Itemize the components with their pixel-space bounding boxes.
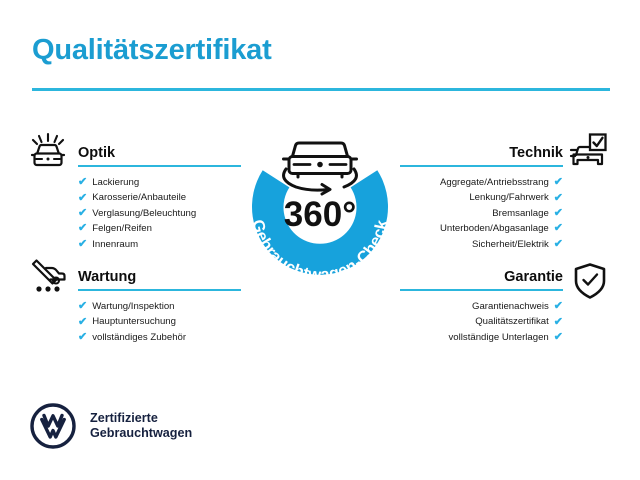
list-item: ✔ Wartung/Inspektion [78, 299, 241, 314]
list-item: Qualitätszertifikat ✔ [400, 314, 563, 329]
list-item: ✔ Innenraum [78, 237, 241, 252]
footer-line-2: Gebrauchtwagen [90, 426, 193, 440]
section-garantie-list: Garantienachweis ✔ Qualitätszertifikat ✔ v… [400, 299, 564, 345]
footer-text: Zertifizierte Gebrauchtwagen [90, 411, 192, 442]
car-rotate-360-icon [282, 141, 358, 196]
list-item-label: vollständige Unterlagen [448, 331, 549, 343]
list-item-label: Wartung/Inspektion [92, 301, 175, 312]
section-garantie-title: Garantie [504, 269, 563, 285]
list-item-label: Unterboden/Abgasanlage [439, 223, 549, 235]
list-item-label: Lenkung/Fahrwerk [469, 192, 549, 204]
badge-360-gebrauchtwagen-check: Gebrauchtwagen-Check 360° [228, 118, 412, 304]
check-icon: ✔ [78, 222, 88, 235]
section-optik-list: ✔ Lackierung ✔ Karosserie/Anbauteile ✔ Verg… [78, 175, 241, 252]
list-item: ✔ Felgen/Reifen [78, 221, 241, 236]
check-icon: ✔ [78, 315, 88, 328]
section-optik: Optik ✔ Lackierung ✔ Karosserie/Anbauteile… [78, 138, 241, 252]
check-icon: ✔ [553, 222, 563, 235]
check-icon: ✔ [553, 207, 563, 220]
list-item: Bremsanlage ✔ [400, 206, 563, 221]
check-icon: ✔ [78, 207, 88, 220]
check-icon: ✔ [553, 315, 563, 328]
list-item-label: Qualitätszertifikat [475, 316, 549, 328]
section-technik-list: Aggregate/Antriebsstrang ✔ Lenkung/Fahrwe… [400, 175, 563, 252]
section-garantie: Garantie Garantienachweis ✔ Qualitätszert… [400, 262, 563, 345]
vw-logo-icon [30, 403, 76, 449]
list-item: Lenkung/Fahrwerk ✔ [400, 190, 563, 205]
footer-brand: Zertifizierte Gebrauchtwagen [30, 403, 192, 449]
car-checkbox-icon [566, 129, 610, 173]
list-item-label: Bremsanlage [492, 207, 549, 219]
page-title: Qualitätszertifikat [32, 34, 272, 66]
list-item-label: Hauptuntersuchung [92, 316, 176, 328]
section-wartung-underline [78, 289, 241, 291]
check-icon: ✔ [78, 331, 88, 344]
section-wartung-title: Wartung [78, 269, 137, 285]
list-item-label: Innenraum [92, 238, 139, 250]
section-optik-underline [78, 165, 241, 167]
check-icon: ✔ [78, 191, 88, 204]
check-icon: ✔ [78, 237, 88, 250]
section-technik-title: Technik [509, 145, 563, 161]
section-optik-title: Optik [78, 145, 116, 161]
footer-line-1: Zertifizierte [90, 410, 158, 425]
list-item: ✔ vollständiges Zubehör [78, 330, 241, 345]
check-icon: ✔ [553, 176, 563, 189]
car-lift-service-icon [26, 253, 70, 297]
list-item-label: Felgen/Reifen [92, 223, 152, 235]
header-divider [32, 88, 610, 91]
section-wartung-header: Wartung [78, 262, 241, 291]
list-item: Aggregate/Antriebsstrang ✔ [400, 175, 563, 190]
ring-shape [252, 170, 388, 275]
list-item: ✔ Karosserie/Anbauteile [78, 190, 241, 205]
section-optik-header: Optik [78, 138, 241, 167]
section-technik: Technik Aggregate/Antriebsstrang ✔ Lenkun… [400, 138, 563, 252]
section-technik-header: Technik [400, 138, 563, 167]
check-icon: ✔ [553, 237, 563, 250]
list-item: ✔ Verglasung/Beleuchtung [78, 206, 241, 221]
check-icon: ✔ [553, 331, 563, 344]
list-item-label: Aggregate/Antriebsstrang [439, 177, 549, 188]
list-item-label: Lackierung [92, 177, 140, 188]
list-item: ✔ Hauptuntersuchung [78, 314, 241, 329]
list-item-label: Sicherheit/Elektrik [472, 238, 549, 250]
check-icon: ✔ [78, 176, 88, 189]
car-wash-icon [26, 129, 70, 173]
section-technik-underline [400, 165, 563, 167]
list-item: Sicherheit/Elektrik ✔ [400, 237, 563, 252]
list-item: ✔ Lackierung [78, 175, 241, 190]
check-icon: ✔ [78, 300, 88, 313]
check-icon: ✔ [553, 191, 563, 204]
list-item-label: Verglasung/Beleuchtung [92, 207, 197, 219]
shield-check-icon [568, 259, 612, 303]
section-garantie-header: Garantie [400, 262, 563, 291]
list-item: Garantienachweis ✔ [400, 299, 563, 314]
list-item-label: vollständiges Zubehör [92, 331, 187, 343]
section-garantie-underline [400, 289, 563, 291]
list-item-label: Karosserie/Anbauteile [92, 192, 187, 204]
section-wartung-list: ✔ Wartung/Inspektion ✔ Hauptuntersuchung ✔… [78, 299, 241, 345]
list-item: vollständige Unterlagen ✔ [400, 330, 564, 345]
check-icon: ✔ [553, 300, 563, 313]
list-item: Unterboden/Abgasanlage ✔ [400, 221, 563, 236]
section-wartung: Wartung ✔ Wartung/Inspektion ✔ Hauptunters… [78, 262, 241, 345]
list-item-label: Garantienachweis [471, 301, 549, 312]
badge-center-label: 360° [284, 195, 356, 234]
